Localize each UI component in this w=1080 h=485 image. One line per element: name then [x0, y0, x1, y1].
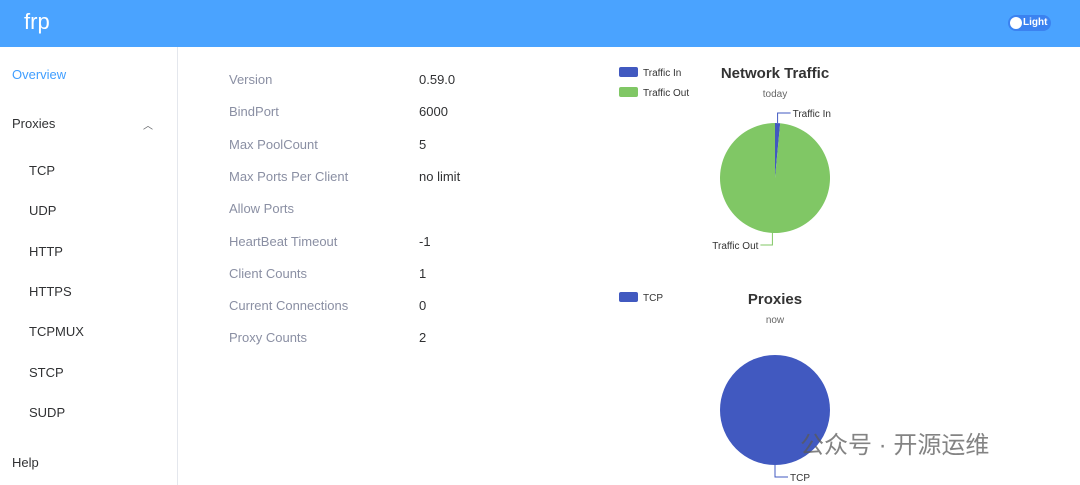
sidebar [0, 47, 178, 485]
sidebar-item-http[interactable]: HTTP [29, 243, 63, 259]
sidebar-item-overview[interactable]: Overview [12, 67, 67, 82]
info-value: 6000 [419, 104, 448, 120]
legend-label[interactable]: TCP [643, 293, 663, 304]
legend-label[interactable]: Traffic Out [643, 88, 689, 99]
slice-label: Traffic Out [712, 241, 758, 252]
watermark: 公众号 · 开源运维 [800, 432, 990, 459]
label-line [774, 465, 788, 478]
info-value: 0 [419, 298, 427, 314]
info-value: -1 [419, 233, 431, 249]
chart-subtitle: now [766, 315, 785, 326]
sidebar-item-help[interactable]: Help [12, 455, 39, 470]
legend-swatch[interactable] [619, 87, 638, 97]
sidebar-item-stcp[interactable]: STCP [29, 364, 64, 380]
info-value: 0.59.0 [419, 72, 456, 87]
sidebar-item-udp[interactable]: UDP [29, 203, 57, 219]
toggle-knob [1010, 17, 1022, 29]
chart-subtitle: today [763, 89, 787, 100]
info-label: Allow Ports [229, 201, 295, 217]
pie-slice[interactable] [775, 123, 781, 178]
legend-label[interactable]: Traffic In [643, 68, 681, 79]
info-label: Client Counts [229, 265, 308, 281]
sidebar-item-https[interactable]: HTTPS [29, 283, 72, 299]
chart-title: Network Traffic [721, 65, 829, 82]
info-value: 1 [419, 265, 427, 281]
info-label: Max PoolCount [229, 136, 318, 152]
info-value: 2 [419, 330, 427, 346]
sidebar-item-sudp[interactable]: SUDP [29, 404, 66, 420]
label-line [777, 112, 791, 124]
info-label: HeartBeat Timeout [229, 233, 338, 249]
slice-label: Traffic In [793, 109, 831, 120]
info-label: Version [229, 72, 273, 87]
pie-slice[interactable] [720, 355, 830, 465]
slice-label: TCP [790, 473, 810, 484]
pie-slice[interactable] [720, 123, 830, 233]
sidebar-item-tcp[interactable]: TCP [29, 163, 55, 178]
logo: frp [24, 9, 50, 34]
sidebar-item-proxies[interactable]: Proxies [12, 116, 56, 131]
legend-swatch[interactable] [619, 292, 638, 302]
toggle-label: Light [1023, 17, 1048, 28]
info-value: 5 [419, 136, 427, 152]
info-label: Current Connections [229, 298, 349, 314]
chevron-up-icon[interactable]: ︿ [143, 121, 153, 132]
label-line [760, 232, 773, 246]
theme-toggle[interactable]: Light [1008, 15, 1051, 31]
sidebar-item-tcpmux[interactable]: TCPMUX [29, 324, 84, 340]
header: frp Light [0, 0, 1080, 47]
info-value: no limit [419, 168, 461, 184]
info-label: BindPort [229, 104, 279, 120]
info-label: Proxy Counts [229, 330, 308, 346]
legend-swatch[interactable] [619, 67, 638, 77]
chart-title: Proxies [748, 291, 802, 308]
info-label: Max Ports Per Client [229, 168, 349, 184]
